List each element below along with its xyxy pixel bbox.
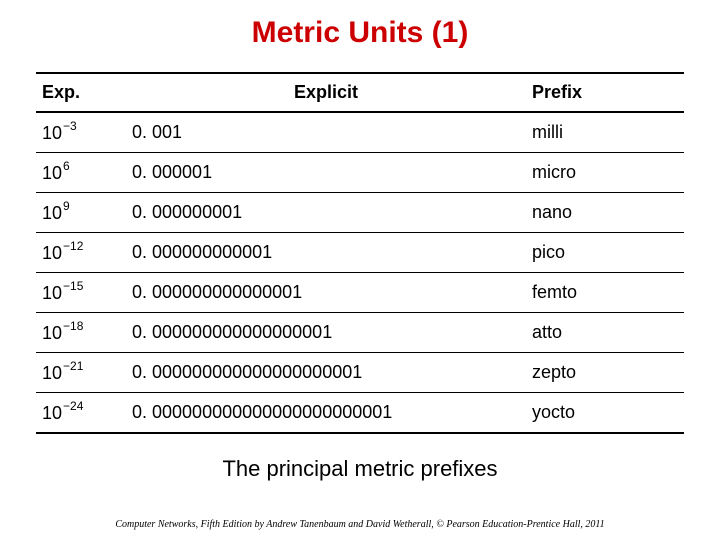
exp-base: 10: [42, 403, 62, 424]
exp-superscript: −15: [63, 279, 83, 293]
cell-explicit: 0. 001: [126, 112, 526, 153]
cell-prefix: zepto: [526, 353, 684, 393]
table-row: 10−240. 000000000000000000000001yocto: [36, 393, 684, 434]
cell-prefix: pico: [526, 233, 684, 273]
cell-prefix: femto: [526, 273, 684, 313]
cell-prefix: atto: [526, 313, 684, 353]
cell-exp: 10−15: [36, 273, 126, 313]
table-caption: The principal metric prefixes: [0, 434, 720, 482]
cell-prefix: micro: [526, 153, 684, 193]
cell-prefix: nano: [526, 193, 684, 233]
table-row: 10 90. 000000001nano: [36, 193, 684, 233]
cell-explicit: 0. 000000000000001: [126, 273, 526, 313]
exp-superscript: −3: [63, 119, 77, 133]
table-body: 10−30. 001milli10 60. 000001micro10 90. …: [36, 112, 684, 433]
col-header-prefix: Prefix: [526, 73, 684, 112]
cell-exp: 10 6: [36, 153, 126, 193]
cell-exp: 10−18: [36, 313, 126, 353]
exp-base: 10: [42, 283, 62, 304]
exp-base: 10: [42, 123, 62, 144]
exp-superscript: −21: [63, 359, 83, 373]
exp-base: 10: [42, 363, 62, 384]
table-row: 10−180. 000000000000000001atto: [36, 313, 684, 353]
cell-explicit: 0. 000000000001: [126, 233, 526, 273]
cell-explicit: 0. 000000000000000001: [126, 313, 526, 353]
exp-base: 10: [42, 163, 62, 184]
footer-citation: Computer Networks, Fifth Edition by Andr…: [0, 519, 720, 530]
cell-prefix: milli: [526, 112, 684, 153]
cell-exp: 10−3: [36, 112, 126, 153]
exp-base: 10: [42, 243, 62, 264]
table-row: 10−120. 000000000001pico: [36, 233, 684, 273]
metric-table: Exp. Explicit Prefix 10−30. 001milli10 6…: [36, 72, 684, 434]
cell-exp: 10−12: [36, 233, 126, 273]
page-title: Metric Units (1): [0, 0, 720, 72]
cell-prefix: yocto: [526, 393, 684, 434]
cell-exp: 10−24: [36, 393, 126, 434]
exp-superscript: 9: [63, 199, 70, 213]
cell-explicit: 0. 000001: [126, 153, 526, 193]
exp-superscript: −12: [63, 239, 83, 253]
col-header-exp: Exp.: [36, 73, 126, 112]
cell-exp: 10 9: [36, 193, 126, 233]
exp-base: 10: [42, 323, 62, 344]
table-row: 10−210. 000000000000000000001zepto: [36, 353, 684, 393]
cell-exp: 10−21: [36, 353, 126, 393]
exp-superscript: −24: [63, 399, 83, 413]
table-row: 10−150. 000000000000001femto: [36, 273, 684, 313]
exp-superscript: −18: [63, 319, 83, 333]
cell-explicit: 0. 000000000000000000001: [126, 353, 526, 393]
table-header-row: Exp. Explicit Prefix: [36, 73, 684, 112]
col-header-explicit: Explicit: [126, 73, 526, 112]
cell-explicit: 0. 000000001: [126, 193, 526, 233]
exp-base: 10: [42, 203, 62, 224]
cell-explicit: 0. 000000000000000000000001: [126, 393, 526, 434]
exp-superscript: 6: [63, 159, 70, 173]
table-row: 10−30. 001milli: [36, 112, 684, 153]
table-row: 10 60. 000001micro: [36, 153, 684, 193]
